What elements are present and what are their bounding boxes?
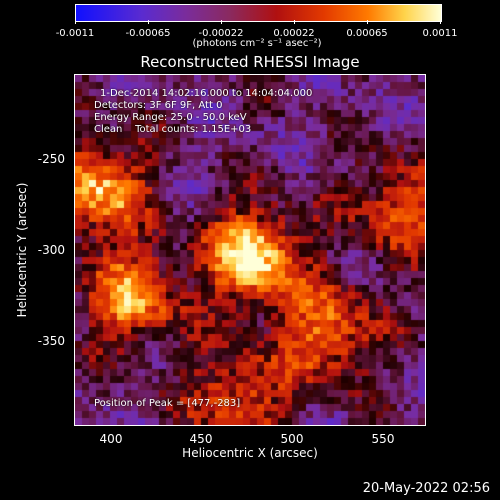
y-tick-label: -350: [37, 334, 65, 348]
heatmap-plot-area: [74, 74, 426, 426]
datestamp: 20-May-2022 02:56: [362, 481, 490, 496]
colorbar-tick-mark: [367, 20, 368, 24]
colorbar-tick-label: -0.00022: [198, 28, 244, 39]
colorbar-tick-mark: [440, 20, 441, 24]
chart-title: Reconstructed RHESSI Image: [140, 53, 360, 71]
x-tick-label: 550: [371, 432, 395, 446]
annotation-time-range: 1-Dec-2014 14:02:16.000 to 14:04:04.000: [100, 88, 313, 99]
y-tick-label: -250: [37, 152, 65, 166]
colorbar: [75, 4, 442, 22]
heatmap-image: [75, 75, 425, 425]
colorbar-unit-label: (photons cm⁻² s⁻¹ asec⁻²): [192, 38, 322, 49]
colorbar-tick-label: -0.00065: [125, 28, 171, 39]
colorbar-tick-mark: [221, 20, 222, 24]
colorbar-tick-label: 0.00022: [273, 28, 315, 39]
x-axis-label: Heliocentric X (arcsec): [182, 446, 318, 460]
annotation-energy-range: Energy Range: 25.0 - 50.0 keV: [94, 112, 247, 123]
colorbar-tick-label: 0.00065: [346, 28, 388, 39]
colorbar-tick-label: 0.0011: [422, 28, 458, 39]
y-tick-label: -300: [37, 243, 65, 257]
colorbar-tick-mark: [148, 20, 149, 24]
annotation-peak-position: Position of Peak = [477,-283]: [94, 398, 241, 409]
x-tick-label: 500: [280, 432, 304, 446]
annotation-detectors: Detectors: 3F 6F 9F, Att 0: [94, 100, 223, 111]
colorbar-tick-mark: [75, 20, 76, 24]
annotation-clean-counts: Clean Total counts: 1.15E+03: [94, 124, 252, 135]
colorbar-tick-label: -0.0011: [55, 28, 95, 39]
x-tick-label: 450: [189, 432, 213, 446]
x-tick-label: 400: [99, 432, 123, 446]
y-axis-label: Heliocentric Y (arcsec): [15, 182, 29, 318]
colorbar-tick-mark: [294, 20, 295, 24]
